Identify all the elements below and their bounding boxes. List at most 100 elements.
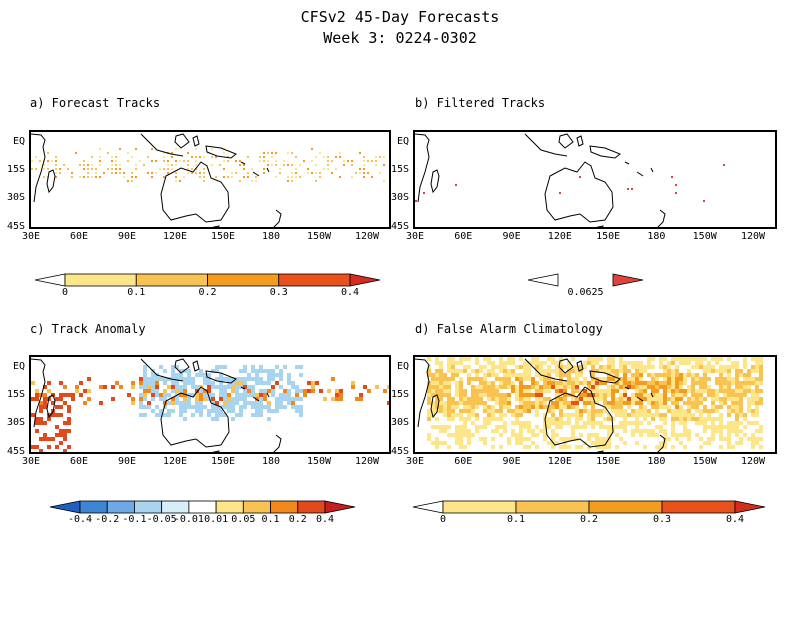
data-cell <box>727 445 731 449</box>
data-cell <box>507 361 511 365</box>
data-cell <box>275 397 279 401</box>
data-cell <box>587 409 591 413</box>
data-cell <box>291 176 293 178</box>
data-cell <box>739 437 743 441</box>
data-cell <box>167 164 169 166</box>
data-cell <box>151 397 155 401</box>
data-cell <box>471 385 475 389</box>
data-cell <box>727 405 731 409</box>
data-cell <box>511 385 515 389</box>
data-cell <box>535 401 539 405</box>
data-cell <box>715 361 719 365</box>
data-cell <box>739 373 743 377</box>
data-cell <box>447 397 451 401</box>
data-cell <box>455 361 459 365</box>
data-cell <box>435 401 439 405</box>
data-cell <box>623 393 627 397</box>
data-cell <box>751 409 755 413</box>
data-cell <box>439 385 443 389</box>
data-cell <box>531 361 535 365</box>
data-cell <box>291 164 293 166</box>
data-cell <box>603 417 607 421</box>
data-cell <box>467 433 471 437</box>
data-cell <box>215 409 219 413</box>
data-cell <box>447 393 451 397</box>
data-cell <box>747 381 751 385</box>
data-cell <box>151 172 153 174</box>
data-cell <box>515 421 519 425</box>
data-cell <box>271 373 275 377</box>
data-cell <box>735 417 739 421</box>
data-cell <box>535 381 539 385</box>
data-cell <box>163 377 167 381</box>
data-cell <box>155 393 159 397</box>
data-cell <box>759 389 763 393</box>
data-cell <box>619 381 623 385</box>
data-cell <box>583 365 587 369</box>
data-cell <box>491 429 495 433</box>
data-cell <box>479 397 483 401</box>
data-cell <box>727 393 731 397</box>
data-cell <box>695 433 699 437</box>
data-cell <box>739 429 743 433</box>
data-cell <box>483 385 487 389</box>
data-cell <box>623 421 627 425</box>
data-cell <box>367 172 369 174</box>
data-cell <box>599 441 603 445</box>
data-cell <box>555 365 559 369</box>
data-cell <box>535 405 539 409</box>
data-cell <box>711 429 715 433</box>
data-cell <box>591 385 595 389</box>
data-cell <box>587 433 591 437</box>
data-cell <box>171 369 175 373</box>
data-cell <box>187 160 189 162</box>
data-cell <box>467 365 471 369</box>
coastline <box>205 145 237 159</box>
data-cell <box>295 397 299 401</box>
coastline <box>252 396 260 402</box>
lon-label: 120E <box>547 456 572 467</box>
data-cell <box>587 385 591 389</box>
panel-c-map <box>29 355 391 454</box>
data-cell <box>215 156 217 158</box>
data-cell <box>275 405 279 409</box>
data-cell <box>715 429 719 433</box>
data-cell <box>631 385 635 389</box>
data-cell <box>731 397 735 401</box>
data-cell <box>627 397 631 401</box>
data-cell <box>295 156 297 158</box>
data-cell <box>219 385 223 389</box>
colorbar-tick-label: 0.2 <box>288 514 307 525</box>
data-cell <box>579 369 583 373</box>
lat-label: 30S <box>6 192 25 203</box>
data-cell <box>67 168 69 170</box>
data-cell <box>691 401 695 405</box>
data-cell <box>191 172 193 174</box>
data-cell <box>459 409 463 413</box>
data-cell <box>559 413 563 417</box>
data-cell <box>439 369 443 373</box>
data-cell <box>523 369 527 373</box>
data-cell <box>139 385 143 389</box>
data-cell <box>463 365 467 369</box>
data-cell <box>175 180 177 182</box>
data-cell <box>255 180 257 182</box>
data-cell <box>683 373 687 377</box>
data-cell <box>527 369 531 373</box>
data-cell <box>199 409 203 413</box>
data-cell <box>219 413 223 417</box>
data-cell <box>175 389 179 393</box>
data-cell <box>695 389 699 393</box>
data-cell <box>119 148 121 150</box>
data-cell <box>43 385 47 389</box>
data-cell <box>47 160 49 162</box>
data-cell <box>719 365 723 369</box>
data-cell <box>471 369 475 373</box>
data-cell <box>723 397 727 401</box>
data-cell <box>47 168 49 170</box>
data-cell <box>639 365 643 369</box>
data-cell <box>223 385 227 389</box>
data-cell <box>759 437 763 441</box>
coastline <box>266 392 270 398</box>
data-cell <box>211 148 213 150</box>
